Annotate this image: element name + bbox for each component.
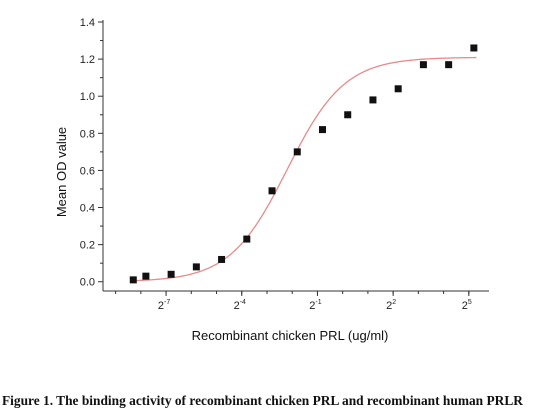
data-point <box>369 96 377 104</box>
x-axis: 2-7 2-4 2-1 22 25 <box>103 290 489 312</box>
x-tick-label: 2-7 <box>158 299 170 312</box>
y-tick-label: 0.0 <box>80 277 95 289</box>
x-axis-title: Recombinant chicken PRL (ug/ml) <box>192 328 389 343</box>
x-tick-label: 2-4 <box>234 299 246 312</box>
x-tick-label: 2-1 <box>309 299 321 312</box>
fit-curve <box>133 56 477 282</box>
fit-curve-layer <box>133 56 477 282</box>
y-tick-label: 0.4 <box>80 203 95 215</box>
y-axis: 0.0 0.2 0.4 0.6 0.8 1.0 1.2 1.4 <box>80 17 104 291</box>
y-tick-label: 0.8 <box>80 128 95 140</box>
data-point <box>192 263 200 271</box>
data-point <box>293 148 301 156</box>
data-point <box>470 44 478 52</box>
data-point <box>167 270 175 278</box>
y-axis-title: Mean OD value <box>54 127 69 217</box>
x-tick-label: 22 <box>386 299 396 312</box>
y-tick-label: 1.4 <box>80 17 95 29</box>
data-point <box>218 255 226 263</box>
data-point <box>268 187 276 195</box>
data-point <box>129 276 137 284</box>
figure-caption: Figure 1. The binding activity of recomb… <box>2 393 523 408</box>
x-tick-label: 25 <box>462 299 472 312</box>
data-point <box>419 61 427 69</box>
y-tick-label: 1.0 <box>80 91 95 103</box>
data-point <box>394 85 402 93</box>
data-point <box>243 235 251 243</box>
points-layer <box>129 44 478 284</box>
data-point <box>344 111 352 119</box>
data-point <box>445 61 453 69</box>
data-point <box>318 126 326 134</box>
y-tick-label: 1.2 <box>80 54 95 66</box>
data-point <box>142 272 150 280</box>
y-tick-label: 0.2 <box>80 240 95 252</box>
y-tick-label: 0.6 <box>80 165 95 177</box>
chart: 0.0 0.2 0.4 0.6 0.8 1.0 1.2 1.4 2-7 2-4 2-1 22 25 R… <box>54 17 489 343</box>
